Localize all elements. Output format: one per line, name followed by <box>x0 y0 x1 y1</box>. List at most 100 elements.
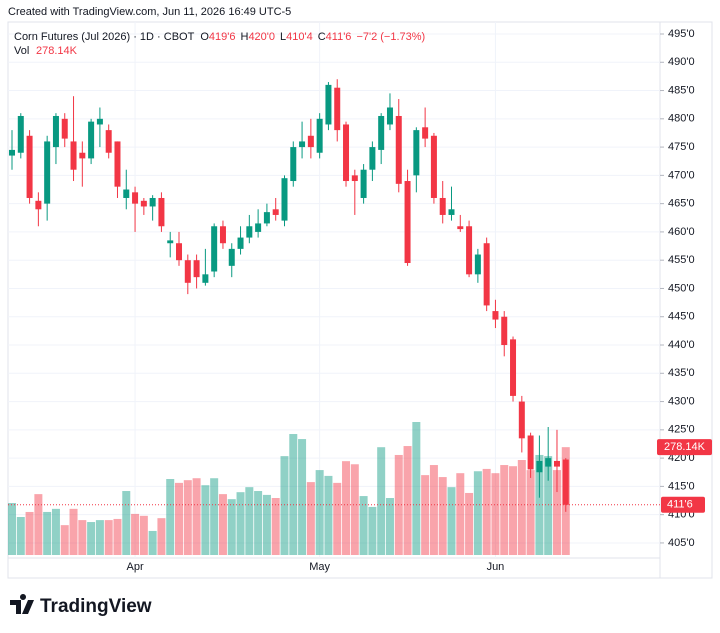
candle-body <box>140 200 147 207</box>
volume-bar <box>333 482 342 555</box>
candle-body <box>483 243 490 306</box>
candle-body <box>378 115 385 150</box>
candle-body <box>272 209 279 215</box>
grid <box>8 22 660 558</box>
y-tick-label: 425'0 <box>668 424 695 436</box>
candle-body <box>35 200 42 210</box>
volume-bar <box>87 522 96 555</box>
volume-bar <box>157 518 166 555</box>
logo-mark <box>10 593 34 614</box>
candle-body <box>44 141 51 204</box>
volume-bar <box>289 434 298 555</box>
y-tick-label: 495'0 <box>668 28 695 40</box>
volume-name: Vol <box>14 45 29 57</box>
brand-name: TradingView <box>40 596 152 617</box>
volume-bar <box>210 478 219 555</box>
volume-bar <box>412 422 421 555</box>
candle-body <box>176 243 183 261</box>
volume-bar <box>429 465 438 555</box>
candle-body <box>61 118 68 139</box>
legend-key: C <box>318 31 326 43</box>
candle-body <box>527 435 534 470</box>
volume-bar <box>16 517 25 555</box>
x-tick-label: Jun <box>487 561 505 573</box>
legend-key: H <box>240 31 248 43</box>
candle-body <box>395 115 402 184</box>
y-tick-label: 435'0 <box>668 367 695 379</box>
volume-bar <box>552 470 561 555</box>
volume-bar <box>403 446 412 555</box>
volume-bar <box>78 520 87 555</box>
candle-body <box>307 135 314 148</box>
candle-body <box>439 197 446 215</box>
candle-body <box>26 135 33 198</box>
volume-bar <box>113 518 122 555</box>
candles <box>9 79 569 512</box>
candle-body <box>184 260 191 283</box>
volume-bar <box>482 468 491 555</box>
candle-body <box>149 197 156 207</box>
y-tick-label: 415'0 <box>668 480 695 492</box>
volume-bar <box>236 492 245 555</box>
volume-bar <box>262 494 271 555</box>
legend: Corn Futures (Jul 2026) · 1D · CBOT Vol … <box>14 31 425 57</box>
legend-value: 411'6 <box>326 31 352 43</box>
volume-bar <box>342 461 351 555</box>
volume-bar <box>51 508 60 555</box>
candle-body <box>545 458 552 467</box>
volume-bar <box>491 473 500 555</box>
chart-title: Corn Futures (Jul 2026) · 1D · CBOT <box>14 31 195 43</box>
candle-body <box>228 248 235 266</box>
volume-bar <box>315 470 324 555</box>
volume-bar <box>218 494 227 555</box>
candle-body <box>474 254 481 275</box>
candle-body <box>369 147 376 170</box>
volume-badge <box>657 439 712 456</box>
candle-body <box>510 339 517 396</box>
volume-value: 278.14K <box>36 45 78 57</box>
candle-body <box>105 130 112 153</box>
volume-bar <box>148 530 157 555</box>
candle-body <box>343 124 350 182</box>
volume-bar <box>544 456 553 555</box>
candle-body <box>413 130 420 176</box>
volume-bar <box>385 498 394 555</box>
candle-body <box>88 121 95 159</box>
candle-body <box>422 127 429 139</box>
y-tick-label: 490'0 <box>668 56 695 68</box>
y-tick-label: 470'0 <box>668 169 695 181</box>
candle-body <box>404 181 411 264</box>
candle-body <box>123 189 130 198</box>
y-tick-label: 440'0 <box>668 339 695 351</box>
legend-key: L <box>280 31 286 43</box>
volume-bar <box>95 520 104 555</box>
volume-bar <box>509 466 518 555</box>
y-tick-label: 465'0 <box>668 198 695 210</box>
candle-body <box>518 401 525 439</box>
volume-bar <box>34 494 43 555</box>
volume-bar <box>166 479 175 555</box>
volume-bar <box>254 491 263 555</box>
last-price-label: 411'6 <box>667 499 693 511</box>
candle-body <box>448 209 455 215</box>
volume-bar <box>377 447 386 555</box>
volume-bar <box>465 492 474 555</box>
candle-body <box>501 316 508 346</box>
volume-bar <box>122 491 131 555</box>
candle-body <box>79 152 86 159</box>
candle-body <box>219 226 226 244</box>
volume-bar <box>350 464 359 555</box>
y-tick-label: 485'0 <box>668 84 695 96</box>
candle-body <box>290 147 297 182</box>
candle-body <box>360 169 367 198</box>
legend-value: 419'6 <box>209 31 236 43</box>
candle-body <box>255 223 262 232</box>
candle-body <box>536 460 543 473</box>
y-tick-label: 405'0 <box>668 537 695 549</box>
x-tick-label: Apr <box>126 561 143 573</box>
volume-bar <box>192 478 201 555</box>
candle-body <box>70 141 77 170</box>
volume-bar <box>227 499 236 555</box>
volume-bar <box>8 503 16 555</box>
y-tick-label: 445'0 <box>668 311 695 323</box>
